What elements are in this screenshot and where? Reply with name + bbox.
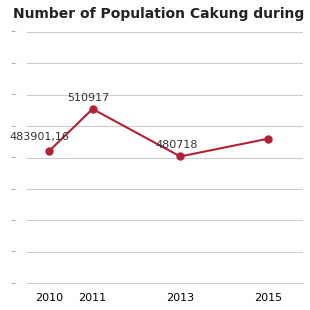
Text: 510917: 510917 [68,93,110,103]
Text: Number of Population Cakung during 2010-2015: Number of Population Cakung during 2010-… [13,7,310,21]
Text: 480718: 480718 [155,140,198,150]
Text: 483901,16: 483901,16 [10,132,70,142]
